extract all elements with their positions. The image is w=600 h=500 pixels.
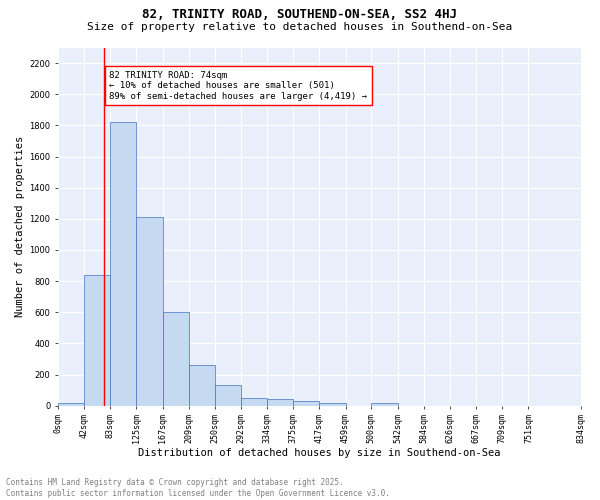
Bar <box>110 122 136 406</box>
Bar <box>371 402 398 406</box>
X-axis label: Distribution of detached houses by size in Southend-on-Sea: Distribution of detached houses by size … <box>138 448 500 458</box>
Bar <box>58 402 84 406</box>
Bar <box>84 275 110 406</box>
Bar <box>293 401 319 406</box>
Y-axis label: Number of detached properties: Number of detached properties <box>15 136 25 317</box>
Text: Size of property relative to detached houses in Southend-on-Sea: Size of property relative to detached ho… <box>88 22 512 32</box>
Text: 82 TRINITY ROAD: 74sqm
← 10% of detached houses are smaller (501)
89% of semi-de: 82 TRINITY ROAD: 74sqm ← 10% of detached… <box>109 71 367 101</box>
Bar <box>319 402 346 406</box>
Bar <box>136 218 163 406</box>
Bar <box>215 386 241 406</box>
Text: 82, TRINITY ROAD, SOUTHEND-ON-SEA, SS2 4HJ: 82, TRINITY ROAD, SOUTHEND-ON-SEA, SS2 4… <box>143 8 458 20</box>
Text: Contains HM Land Registry data © Crown copyright and database right 2025.
Contai: Contains HM Land Registry data © Crown c… <box>6 478 390 498</box>
Bar <box>241 398 267 406</box>
Bar <box>163 312 189 406</box>
Bar <box>267 400 293 406</box>
Bar <box>189 365 215 406</box>
